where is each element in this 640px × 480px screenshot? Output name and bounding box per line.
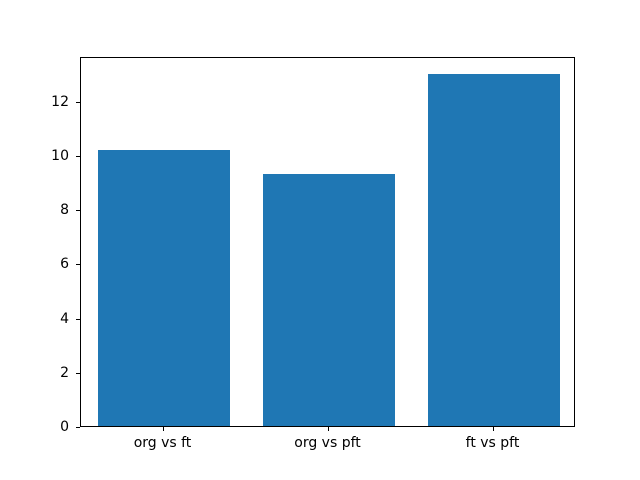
y-tick-label: 10 [51, 147, 69, 164]
y-tick-mark [76, 101, 80, 103]
x-tick-mark [327, 427, 329, 431]
y-tick-mark [76, 318, 80, 320]
y-tick-mark [76, 264, 80, 266]
y-tick-label: 2 [60, 364, 69, 381]
y-tick-label: 4 [60, 310, 69, 327]
y-tick-label: 0 [60, 419, 69, 435]
bar-ft-vs-pft [427, 73, 560, 426]
x-tick-label: org vs ft [133, 435, 192, 451]
y-tick-mark [76, 427, 80, 428]
y-tick-label: 12 [51, 93, 69, 110]
y-tick-label: 8 [60, 202, 69, 219]
y-tick-mark [76, 210, 80, 212]
y-tick-mark [76, 372, 80, 374]
y-tick-mark [76, 155, 80, 157]
x-tick-label: org vs pft [294, 435, 361, 451]
y-tick-label: 6 [60, 256, 69, 273]
bar-org-vs-ft [97, 149, 230, 426]
x-tick-mark [492, 427, 494, 431]
plot-area [80, 57, 575, 427]
bar-org-vs-pft [262, 173, 395, 426]
x-tick-label: ft vs pft [465, 435, 520, 451]
x-tick-mark [162, 427, 164, 431]
